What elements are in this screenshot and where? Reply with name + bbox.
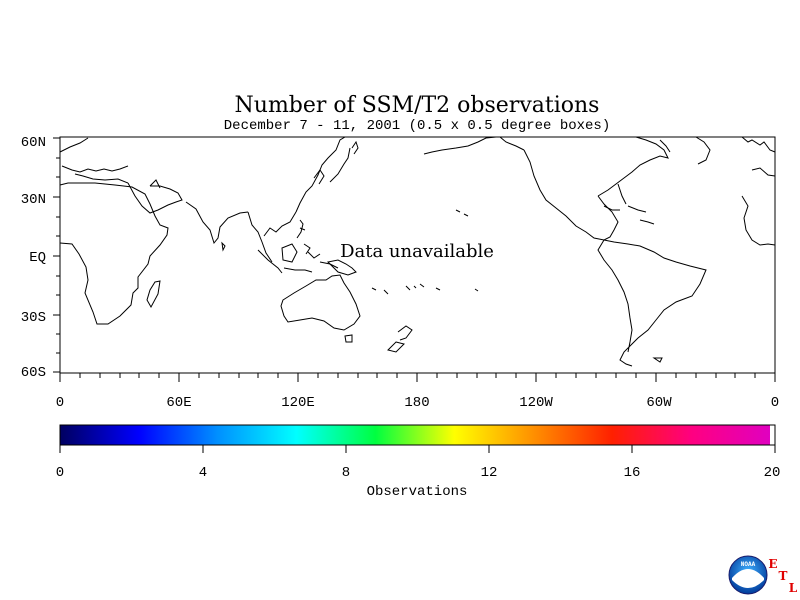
colorbar-tick-label-16: 16: [624, 465, 641, 481]
coast-indonesia: [257, 243, 339, 274]
logo-letter-e: E: [768, 557, 777, 571]
lon-label-360: 0: [771, 395, 779, 411]
coast-south-america: [597, 239, 707, 367]
colorbar-tick-label-12: 12: [481, 465, 498, 481]
lon-axis: 0 60E 120E 180 120W 60W 0: [56, 373, 779, 411]
lat-label-eq: EQ: [29, 250, 46, 266]
chart-subtitle: December 7 - 11, 2001 (0.5 x 0.5 degree …: [224, 118, 610, 134]
coast-madagascar: [146, 280, 161, 309]
lon-label-180: 180: [404, 395, 429, 411]
coast-europe: [59, 137, 129, 184]
coastlines: [59, 136, 776, 367]
lat-label-60n: 60N: [21, 135, 46, 151]
coast-seasia: [247, 211, 297, 263]
chart-title: Number of SSM/T2 observations: [235, 93, 600, 118]
map-frame: [59, 136, 776, 374]
coast-arctic-canada: [659, 136, 711, 165]
logo-letter-t: T: [779, 569, 788, 583]
coast-falklands: [652, 357, 663, 363]
coast-philippines: [296, 219, 311, 255]
coast-north-america: [523, 136, 669, 241]
coast-europe-right: [741, 136, 776, 246]
noaa-logo-text: NOAA: [741, 561, 756, 568]
coast-caribbean: [603, 183, 655, 225]
coast-tasmania: [344, 334, 353, 343]
colorbar-tick-label-8: 8: [342, 465, 350, 481]
lon-label-120w: 120W: [519, 395, 553, 411]
coast-srilanka: [221, 241, 226, 252]
colorbar-tick-label-0: 0: [56, 465, 64, 481]
lon-label-60w: 60W: [646, 395, 672, 411]
colorbar-ticks: [59, 445, 776, 453]
lon-label-60e: 60E: [166, 395, 191, 411]
lat-label-60s: 60S: [21, 365, 46, 381]
noaa-logo: NOAA E T L: [728, 555, 798, 595]
coast-india: [185, 201, 249, 245]
coast-australia: [280, 274, 361, 331]
colorbar-end-cap: [770, 425, 775, 445]
map: Data unavailable 60N 30N EQ 30S: [21, 135, 779, 411]
logo-letter-l: L: [789, 581, 798, 595]
coast-newzealand: [387, 325, 413, 353]
lat-label-30s: 30S: [21, 310, 46, 326]
lon-label-120e: 120E: [281, 395, 315, 411]
colorbar-tick-label-20: 20: [764, 465, 781, 481]
coast-japan: [329, 140, 359, 183]
colorbar-bar: [60, 425, 775, 445]
coast-alaska: [423, 136, 525, 155]
lat-label-30n: 30N: [21, 192, 46, 208]
coast-newguinea: [326, 259, 357, 276]
coast-africa: [59, 182, 169, 325]
noaa-logo-bird: [732, 569, 764, 588]
coast-arabia: [127, 179, 183, 214]
coast-pacific-islands: [371, 209, 479, 295]
coast-korea: [313, 169, 325, 185]
data-unavailable-message: Data unavailable: [340, 241, 494, 262]
colorbar: 0 4 8 12 16 20 Observations: [56, 424, 781, 500]
colorbar-label: Observations: [367, 484, 468, 500]
lon-label-0: 0: [56, 395, 64, 411]
colorbar-frame: [59, 424, 776, 446]
colorbar-tick-label-4: 4: [199, 465, 207, 481]
lat-axis: 60N 30N EQ 30S 60S: [21, 135, 60, 381]
